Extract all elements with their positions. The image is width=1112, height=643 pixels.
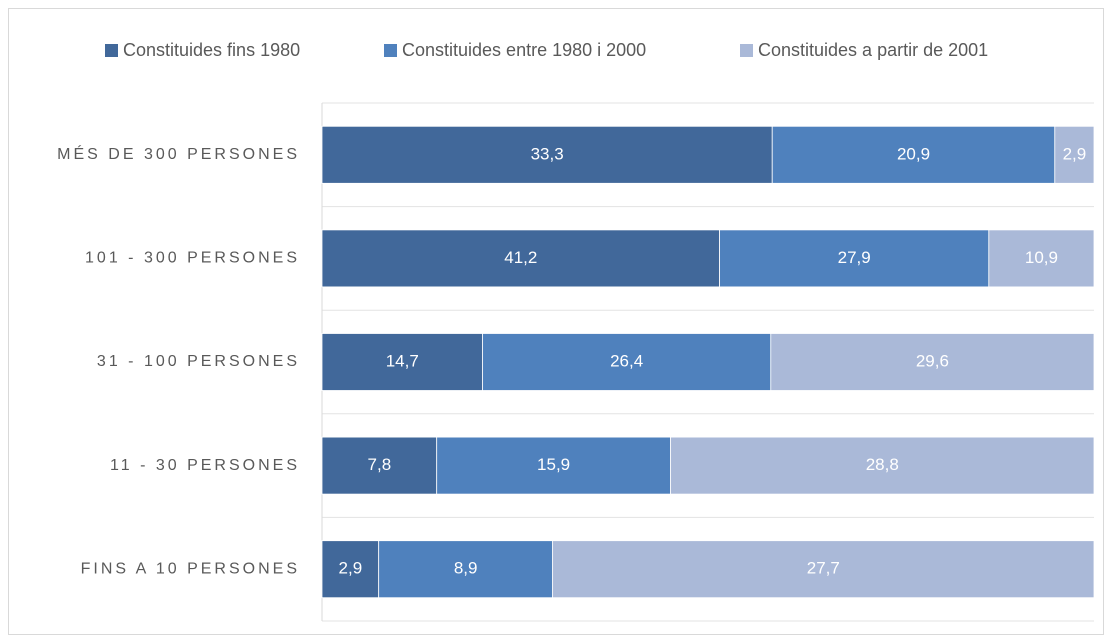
data-label: 8,9 <box>454 559 478 578</box>
bar-segment <box>321 229 720 288</box>
bar-segment <box>770 333 1095 391</box>
bar-segment <box>321 333 483 391</box>
bar-segment <box>378 540 554 599</box>
data-label: 26,4 <box>610 351 643 370</box>
bar-segment <box>321 436 438 495</box>
data-label: 15,9 <box>537 455 570 474</box>
category-label: 11 - 30 PERSONES <box>110 457 300 474</box>
data-label: 2,9 <box>1063 144 1087 163</box>
bar-segment <box>482 333 772 391</box>
data-label: 7,8 <box>368 455 392 474</box>
data-label: 29,6 <box>916 351 949 370</box>
bar-segment <box>321 125 773 184</box>
chart-frame <box>8 8 1104 635</box>
legend-swatch <box>384 44 397 57</box>
data-label: 10,9 <box>1025 248 1058 267</box>
bar-segment <box>670 436 1095 495</box>
bar-segment <box>1054 125 1095 184</box>
category-label: MÉS DE 300 PERSONES <box>57 144 300 163</box>
legend-label: Constituides entre 1980 i 2000 <box>402 40 646 60</box>
data-label: 28,8 <box>866 455 899 474</box>
category-label: 101 - 300 PERSONES <box>85 250 300 267</box>
legend-label: Constituides fins 1980 <box>123 40 300 60</box>
category-label: 31 - 100 PERSONES <box>97 353 300 370</box>
category-label: FINS A 10 PERSONES <box>81 560 300 577</box>
legend-label: Constituides a partir de 2001 <box>758 40 988 60</box>
data-label: 20,9 <box>897 144 930 163</box>
bar-segment <box>771 125 1056 184</box>
data-label: 2,9 <box>339 559 363 578</box>
bar-segment <box>321 540 380 599</box>
bar-segment <box>436 436 671 495</box>
legend-swatch <box>740 44 753 57</box>
data-label: 27,9 <box>838 248 871 267</box>
legend-swatch <box>105 44 118 57</box>
bar-segment <box>552 540 1095 599</box>
data-label: 14,7 <box>386 351 419 370</box>
data-label: 41,2 <box>504 248 537 267</box>
data-label: 27,7 <box>807 559 840 578</box>
bar-segment <box>988 229 1095 288</box>
data-label: 33,3 <box>531 144 564 163</box>
bar-segment <box>719 229 990 288</box>
